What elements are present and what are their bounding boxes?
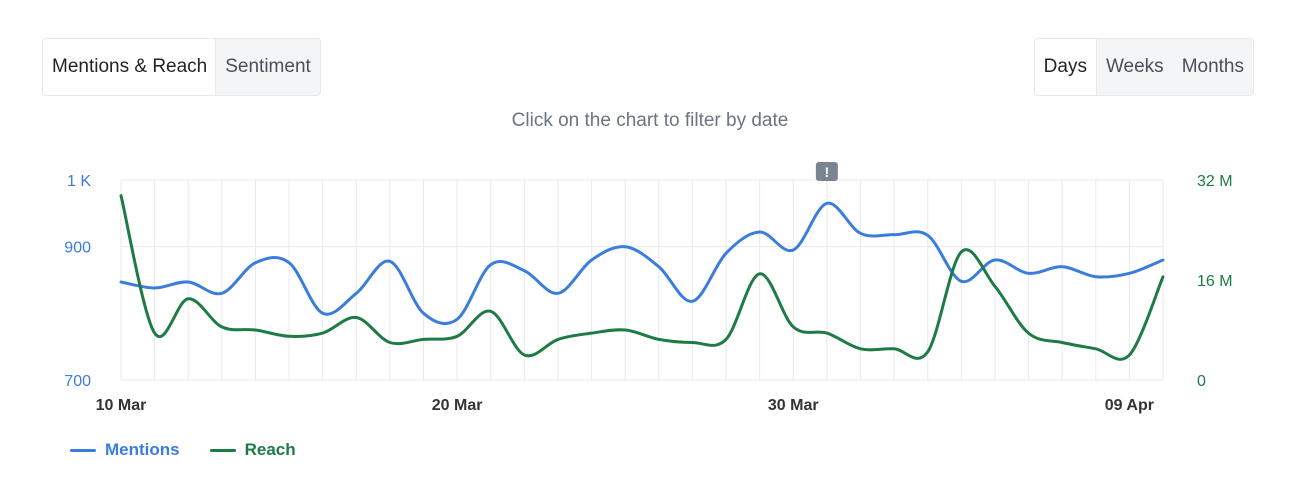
tab-months[interactable]: Months [1172, 39, 1253, 95]
series-line-mentions[interactable] [119, 201, 1165, 326]
tab-weeks[interactable]: Weeks [1096, 39, 1173, 95]
tab-days[interactable]: Days [1034, 39, 1097, 95]
chart-filter-hint: Click on the chart to filter by date [511, 110, 789, 131]
alert-marker-icon[interactable]: ! [815, 162, 838, 181]
alert-marker-text: ! [825, 164, 830, 180]
metric-tab-group: Mentions & Reach Sentiment [42, 38, 321, 96]
y-right-tick-label: 16 M [1197, 273, 1233, 290]
legend-item-reach[interactable]: Reach [209, 440, 296, 460]
legend-label-reach: Reach [244, 440, 296, 459]
chart-legend: Mentions Reach [70, 440, 296, 460]
y-right-tick-label: 0 [1197, 373, 1206, 390]
tab-mentions-reach[interactable]: Mentions & Reach [43, 39, 217, 95]
x-tick-label: 09 Apr [1105, 397, 1154, 414]
y-left-tick-label: 1 K [67, 173, 91, 190]
x-tick-label: 30 Mar [768, 397, 819, 414]
x-tick-label: 10 Mar [96, 397, 147, 414]
series-line-reach[interactable] [119, 194, 1165, 361]
legend-label-mentions: Mentions [105, 440, 180, 459]
tab-sentiment[interactable]: Sentiment [216, 39, 320, 95]
y-left-tick-label: 900 [64, 240, 91, 257]
y-right-tick-label: 32 M [1197, 173, 1233, 190]
legend-item-mentions[interactable]: Mentions [70, 440, 180, 460]
legend-swatch-mentions [70, 448, 96, 452]
alert-marker-box [815, 162, 838, 181]
y-left-tick-label: 700 [64, 373, 91, 390]
legend-swatch-reach [209, 448, 236, 452]
period-tab-group: Days Weeks Months [1033, 38, 1254, 96]
x-tick-label: 20 Mar [432, 397, 483, 414]
